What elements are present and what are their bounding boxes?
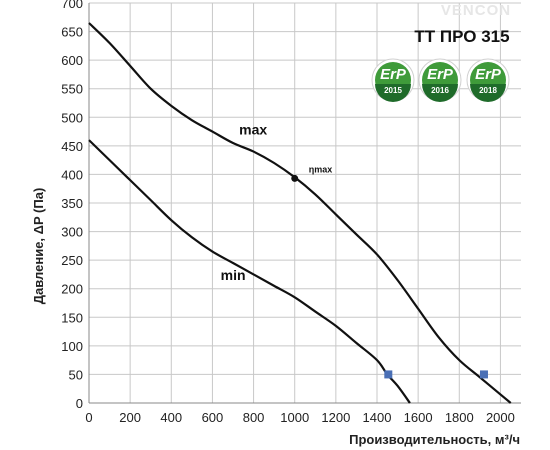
erp-badge-text: ErP <box>427 66 454 83</box>
eta-max-point <box>291 174 299 182</box>
erp-badge-text: ErP <box>475 66 502 83</box>
y-axis-label: Давление, ΔP (Па) <box>31 188 46 305</box>
erp-badge-year: 2016 <box>431 86 449 95</box>
y-tick-label: 400 <box>61 167 83 182</box>
y-tick-label: 150 <box>61 310 83 325</box>
x-tick-label: 400 <box>160 410 182 425</box>
y-tick-label: 300 <box>61 225 83 240</box>
erp-badge-2016: ErP 2016 <box>418 58 462 102</box>
x-axis-ticks: 0 200 400 600 800 1000 1200 1400 1600 1800 2000 <box>85 410 515 425</box>
erp-badges: ErP 2015 ErP 2016 ErP 2018 <box>371 58 510 102</box>
y-tick-label: 650 <box>61 25 83 40</box>
chart-grid <box>88 2 521 404</box>
eta-max-label: ηmax <box>309 164 333 174</box>
x-tick-label: 2000 <box>486 410 515 425</box>
y-tick-label: 200 <box>61 282 83 297</box>
y-tick-label: 350 <box>61 196 83 211</box>
x-tick-label: 1600 <box>404 410 433 425</box>
curve-label-min: min <box>221 267 246 283</box>
y-tick-label: 500 <box>61 110 83 125</box>
y-tick-label: 0 <box>76 396 83 411</box>
y-tick-label: 50 <box>69 367 83 382</box>
erp-badge-band <box>470 84 506 102</box>
x-tick-label: 200 <box>119 410 141 425</box>
curve-min <box>88 139 411 404</box>
x-tick-label: 800 <box>243 410 265 425</box>
erp-badge-band <box>375 84 411 102</box>
x-axis-label: Производительность, м³/ч <box>349 432 520 447</box>
erp-badge-text: ErP <box>380 66 407 83</box>
y-tick-label: 100 <box>61 339 83 354</box>
y-axis-ticks: 0 50 100 150 200 250 300 350 400 450 500 550 600 650 7… <box>61 0 83 411</box>
brand-watermark: VENCON <box>441 2 511 19</box>
x-tick-label: 600 <box>202 410 224 425</box>
y-tick-label: 700 <box>61 0 83 11</box>
curve-max <box>88 22 512 404</box>
x-tick-label: 1400 <box>363 410 392 425</box>
erp-badge-2018: ErP 2018 <box>466 58 510 102</box>
model-title: TT ПРО 315 <box>414 27 509 46</box>
x-tick-label: 1200 <box>321 410 350 425</box>
chart-marks: ηmax <box>291 164 488 379</box>
x-tick-label: 1000 <box>280 410 309 425</box>
x-tick-label: 0 <box>85 410 92 425</box>
y-tick-label: 550 <box>61 82 83 97</box>
operating-point-marker <box>384 370 393 379</box>
erp-badge-band <box>422 84 458 102</box>
y-tick-label: 450 <box>61 139 83 154</box>
erp-badge-year: 2018 <box>479 86 497 95</box>
curve-label-max: max <box>239 121 267 137</box>
erp-badge-2015: ErP 2015 <box>371 58 415 102</box>
chart-curves: max min <box>88 22 512 404</box>
x-tick-label: 1800 <box>445 410 474 425</box>
y-tick-label: 250 <box>61 253 83 268</box>
operating-point-marker <box>479 370 488 379</box>
erp-badge-year: 2015 <box>384 86 402 95</box>
y-tick-label: 600 <box>61 53 83 68</box>
